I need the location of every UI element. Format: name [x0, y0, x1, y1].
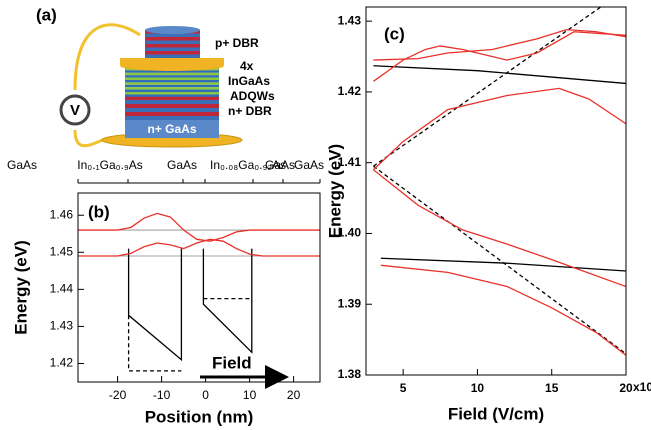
y-tick-label: 1.43 [50, 319, 74, 333]
curve [372, 87, 626, 171]
y-tick-label: 1.42 [338, 84, 362, 98]
chart-panel: 5 10 15 20 1.38 1.39 1.40 1.41 1.42 1.43 (c) Field … [325, 6, 651, 423]
y-tick-label: 1.41 [338, 155, 362, 169]
x-axis-label: Field (V/cm) [448, 404, 544, 423]
qw-layer [125, 92, 219, 95]
qw-layer [125, 89, 219, 92]
x-tick-label: -10 [153, 388, 171, 402]
x-tick-label: 20 [619, 381, 633, 395]
substrate-label: n+ GaAs [147, 122, 196, 136]
y-tick-label: 1.38 [338, 367, 362, 381]
qw-layer [125, 70, 219, 73]
dbr-layer [125, 108, 219, 112]
x-tick-label: 0 [202, 388, 209, 402]
dbr-layer [145, 44, 200, 48]
wire [73, 23, 141, 91]
qw-label: 4x [240, 59, 254, 73]
dbr-layer [145, 33, 200, 37]
layer-label: In₀.₁Ga₀.₉As [77, 158, 142, 172]
dbr-layer [125, 100, 219, 104]
x-tick-label: -20 [109, 388, 127, 402]
qw-label: ADQWs [230, 89, 275, 103]
dbr-layer [145, 54, 200, 58]
y-axis-label: Energy (eV) [11, 240, 30, 334]
qw-label: InGaAs [228, 74, 270, 88]
x-tick-label: 10 [243, 388, 257, 402]
qw-layer [125, 75, 219, 78]
x-tick-label: 5 [400, 381, 407, 395]
curve [373, 169, 626, 288]
qw-layer [125, 77, 219, 80]
plot-frame [77, 192, 321, 383]
source-label: V [70, 102, 80, 119]
voltage-source [59, 94, 91, 126]
curve [78, 212, 320, 242]
stack-top [145, 26, 200, 34]
qw-layer [125, 87, 219, 90]
curve [78, 238, 320, 257]
curve [127, 248, 183, 362]
x-tick-label: 20 [287, 388, 301, 402]
qw-layer [125, 94, 219, 97]
y-tick-label: 1.44 [50, 282, 74, 296]
panel-label: (c) [384, 24, 405, 43]
curve [373, 31, 626, 82]
substrate [125, 120, 219, 138]
annotation: Field [212, 353, 252, 372]
dbr-layer [125, 112, 219, 116]
curve [127, 315, 182, 372]
panel-label: (a) [36, 5, 57, 24]
dbr-layer [145, 40, 200, 44]
x-axis-label: Position (nm) [145, 407, 254, 426]
curve [202, 248, 253, 354]
panel-label: (b) [88, 202, 110, 221]
y-tick-label: 1.46 [50, 207, 74, 221]
dbr-layer [145, 47, 200, 51]
dbr-layer [145, 37, 200, 41]
x-multiplier: x10³ [633, 380, 651, 394]
stack-label: p+ DBR [215, 36, 259, 50]
stripes [120, 26, 224, 120]
layer-label: GaAs [294, 158, 324, 172]
curve [380, 264, 626, 356]
curve [373, 165, 626, 355]
mesa-edge [120, 58, 224, 65]
plot-frame [365, 6, 627, 376]
y-tick-label: 1.45 [50, 244, 74, 258]
layer-label: GaAs [265, 158, 295, 172]
x-tick-label: 15 [545, 381, 559, 395]
dbr-layer [125, 104, 219, 108]
layer-label: GaAs [7, 158, 37, 172]
curve [373, 65, 626, 85]
layer-label: In₀.₀₈Ga₀.₉₂As [210, 158, 286, 172]
qw-layer [125, 72, 219, 76]
chart-panel: -20 -10 0 10 20 1.42 1.43 1.44 1.45 1.46 (b) Positi… [7, 158, 324, 426]
dbr-layer [125, 96, 219, 100]
qw-layer [125, 84, 219, 88]
curve [380, 257, 626, 272]
layer-label: GaAs [167, 158, 197, 172]
dbr-layer [125, 116, 219, 120]
stack-label: n+ DBR [228, 104, 272, 118]
dbr-layer [145, 51, 200, 55]
y-axis-label: Energy (eV) [325, 144, 344, 238]
device-diagram: (a) V n+ GaAs p+ DBR 4x InGaAs ADQWs n+ … [36, 5, 275, 148]
curve [373, 7, 602, 167]
y-tick-label: 1.40 [338, 226, 362, 240]
curve [373, 28, 626, 61]
x-tick-label: 10 [471, 381, 485, 395]
y-tick-label: 1.39 [338, 296, 362, 310]
y-tick-label: 1.43 [338, 13, 362, 27]
qw-layer [125, 80, 219, 83]
y-tick-label: 1.42 [50, 356, 74, 370]
qw-layer [125, 82, 219, 85]
